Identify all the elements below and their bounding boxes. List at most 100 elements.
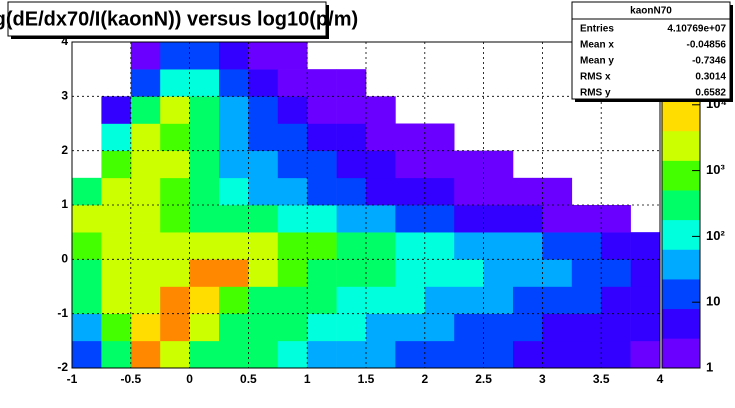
x-tick-label: 0.5 [240, 372, 257, 386]
cell [307, 205, 337, 233]
cell [454, 177, 484, 206]
cell [395, 177, 426, 206]
cell [189, 205, 220, 233]
cell [130, 123, 161, 151]
cell [248, 42, 279, 70]
cell [248, 96, 279, 124]
cell [424, 286, 455, 314]
x-tick-label: 0 [186, 372, 193, 386]
cell [424, 340, 455, 369]
y-tick-label: 2 [61, 143, 68, 157]
cell [571, 232, 602, 260]
cell [160, 259, 190, 287]
cell [483, 150, 514, 179]
cell [424, 259, 455, 287]
palette-swatch [662, 130, 700, 161]
x-tick-label: -0.5 [120, 372, 141, 386]
cell [571, 340, 602, 369]
cell [366, 205, 396, 233]
cell [395, 150, 426, 179]
palette-swatch [662, 101, 700, 132]
cell [513, 340, 543, 369]
cell [219, 96, 249, 124]
cell [630, 313, 661, 342]
cell [219, 340, 249, 369]
stats-label: Mean y [580, 56, 614, 67]
cell [483, 259, 514, 287]
cell [160, 42, 190, 70]
cell [248, 232, 279, 260]
cell [248, 205, 279, 233]
y-tick-label: 4 [61, 34, 68, 48]
palette-swatch [662, 338, 700, 369]
x-tick-label: 1.5 [358, 372, 375, 386]
cell [424, 123, 455, 151]
cell [336, 340, 367, 369]
cell [160, 286, 190, 314]
cell [72, 286, 102, 314]
stats-label: Mean x [580, 40, 614, 51]
cell [395, 286, 426, 314]
x-tick-label: 2 [421, 372, 428, 386]
cell [277, 150, 308, 179]
cell [101, 259, 132, 287]
cell [542, 205, 573, 233]
cell [189, 232, 220, 260]
cell [336, 259, 367, 287]
cell [248, 69, 279, 97]
cell [219, 42, 249, 70]
cell [219, 205, 249, 233]
cell [189, 259, 220, 287]
cell [601, 259, 631, 287]
stats-value: 0.3014 [695, 72, 726, 83]
cell [307, 259, 337, 287]
cell [277, 205, 308, 233]
cell [72, 340, 102, 369]
cell [630, 286, 661, 314]
cell [542, 259, 573, 287]
cell [483, 205, 514, 233]
palette-swatch [662, 219, 700, 250]
stats-value: -0.04856 [687, 40, 727, 51]
cell [483, 313, 514, 342]
cell [395, 205, 426, 233]
cell [189, 340, 220, 369]
cell [130, 232, 161, 260]
z-tick-label: 10 [706, 294, 720, 309]
cell [219, 69, 249, 97]
cell [219, 259, 249, 287]
cell [160, 96, 190, 124]
cell [307, 150, 337, 179]
cell [513, 313, 543, 342]
y-tick-label: 3 [61, 89, 68, 103]
cell [277, 69, 308, 97]
cell [336, 313, 367, 342]
cell [395, 232, 426, 260]
stats-label: RMS x [580, 72, 611, 83]
cell [130, 313, 161, 342]
cell [630, 259, 661, 287]
chart-title: log(dE/dx70/I(kaonN)) versus log10(p/m) [0, 8, 358, 30]
cell [483, 177, 514, 206]
stats-value: 0.6582 [695, 88, 726, 99]
z-tick-label: 10³ [706, 162, 725, 177]
cell [130, 205, 161, 233]
cell [395, 313, 426, 342]
cell [366, 340, 396, 369]
cell [248, 177, 279, 206]
cell [189, 69, 220, 97]
cell [336, 96, 367, 124]
cell [336, 150, 367, 179]
cell [277, 340, 308, 369]
cell [542, 313, 573, 342]
cell [219, 123, 249, 151]
frame [71, 41, 661, 369]
cell [277, 123, 308, 151]
cell [366, 123, 396, 151]
x-tick-label: 2.5 [475, 372, 492, 386]
cell [366, 232, 396, 260]
cell [307, 340, 337, 369]
cell [72, 177, 102, 206]
cell [101, 313, 132, 342]
